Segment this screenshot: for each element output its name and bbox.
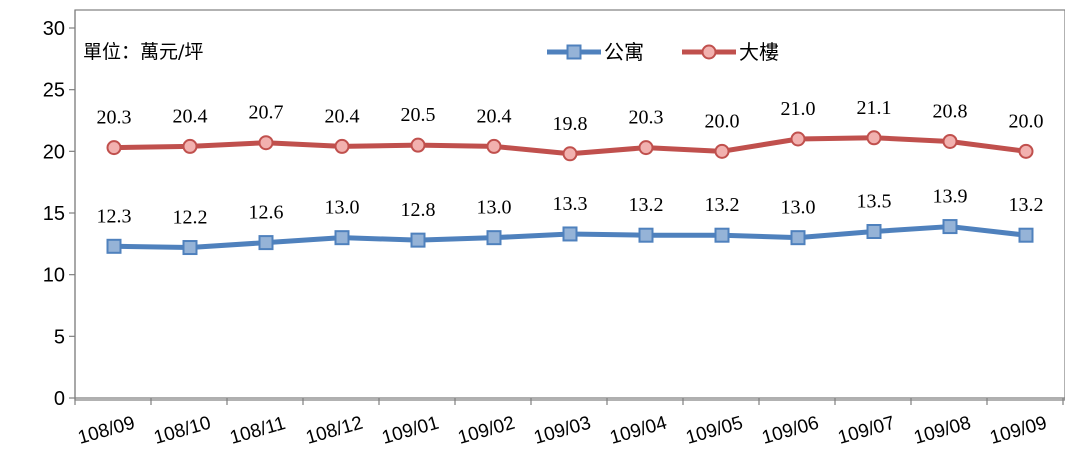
data-point <box>866 224 882 239</box>
data-point <box>334 138 350 154</box>
data-labels: 12.3 12.2 12.6 13.0 12.8 13.0 13.3 13.2 13.2 13.0… <box>97 97 1044 229</box>
data-label: 20.5 <box>401 104 436 126</box>
x-tick-label: 108/12 <box>304 413 366 449</box>
data-label: 13.2 <box>629 194 664 216</box>
x-tick-label: 109/01 <box>380 413 442 449</box>
data-label: 12.6 <box>249 202 284 224</box>
x-tick-label: 109/07 <box>836 413 898 449</box>
data-point <box>258 135 274 151</box>
x-tick-label: 109/09 <box>988 413 1050 449</box>
data-label: 13.0 <box>325 197 360 219</box>
data-label: 13.2 <box>705 194 740 216</box>
x-tick-label: 109/04 <box>608 412 670 448</box>
data-point <box>942 133 958 149</box>
legend: 公寓 大樓 <box>547 40 779 64</box>
data-label: 20.4 <box>173 105 208 127</box>
data-point <box>258 235 274 251</box>
data-point <box>638 140 654 156</box>
data-point <box>790 230 806 246</box>
x-tick-label: 108/09 <box>76 413 138 449</box>
data-label: 20.3 <box>97 107 132 129</box>
data-point <box>1018 143 1034 159</box>
data-point <box>410 232 426 248</box>
x-tick-label: 108/10 <box>152 413 214 449</box>
data-label: 21.1 <box>857 97 892 119</box>
data-point <box>562 226 578 242</box>
plot-frame <box>74 9 1065 401</box>
data-label: 12.3 <box>97 205 132 227</box>
legend-label: 大樓 <box>739 40 779 64</box>
data-point <box>106 140 122 156</box>
data-point <box>410 137 426 153</box>
y-tick-label: 10 <box>43 265 65 287</box>
x-tick-label: 109/05 <box>684 413 746 449</box>
data-point <box>182 138 198 154</box>
legend-marker <box>566 44 582 60</box>
y-tick-label: 20 <box>43 141 65 163</box>
y-tick-label: 25 <box>43 80 65 102</box>
data-label: 20.0 <box>1009 110 1044 132</box>
y-tick-label: 0 <box>54 388 65 410</box>
data-label: 12.8 <box>401 199 436 221</box>
y-tick-label: 30 <box>43 18 65 40</box>
unit-note: 單位：萬元/坪 <box>83 41 203 63</box>
data-label: 21.0 <box>781 98 816 120</box>
data-point <box>638 227 654 243</box>
y-tick-label: 5 <box>54 326 65 348</box>
data-point <box>486 138 502 154</box>
data-label: 20.4 <box>477 105 512 127</box>
data-label: 20.3 <box>629 107 664 129</box>
data-point <box>334 230 350 246</box>
data-label: 13.2 <box>1009 194 1044 216</box>
data-label: 13.5 <box>857 191 892 213</box>
data-point <box>1018 227 1034 243</box>
x-tick-label: 109/03 <box>532 413 594 449</box>
data-point <box>486 230 502 246</box>
legend-marker <box>701 44 717 60</box>
y-tick-label: 15 <box>43 203 65 225</box>
data-point <box>562 146 578 162</box>
x-tick-label: 109/02 <box>456 413 518 449</box>
x-tick-label: 108/11 <box>228 413 288 449</box>
data-point <box>790 131 806 147</box>
data-point <box>182 240 198 256</box>
legend-label: 公寓 <box>604 40 644 64</box>
data-label: 19.8 <box>553 113 588 135</box>
data-point <box>714 143 730 159</box>
data-point <box>942 219 958 235</box>
data-point <box>866 130 882 146</box>
data-label: 13.0 <box>477 197 512 219</box>
data-label: 13.0 <box>781 197 816 219</box>
data-label: 20.8 <box>933 100 968 122</box>
data-point <box>714 227 730 243</box>
data-label: 12.2 <box>173 207 208 229</box>
series-layer <box>106 130 1034 256</box>
x-tick-label: 109/06 <box>760 413 822 449</box>
data-label: 13.9 <box>933 186 968 208</box>
data-label: 13.3 <box>553 193 588 215</box>
data-label: 20.7 <box>249 102 284 124</box>
data-label: 20.4 <box>325 105 360 127</box>
x-tick-label: 109/08 <box>912 413 974 449</box>
data-point <box>106 238 122 254</box>
data-label: 20.0 <box>705 110 740 132</box>
